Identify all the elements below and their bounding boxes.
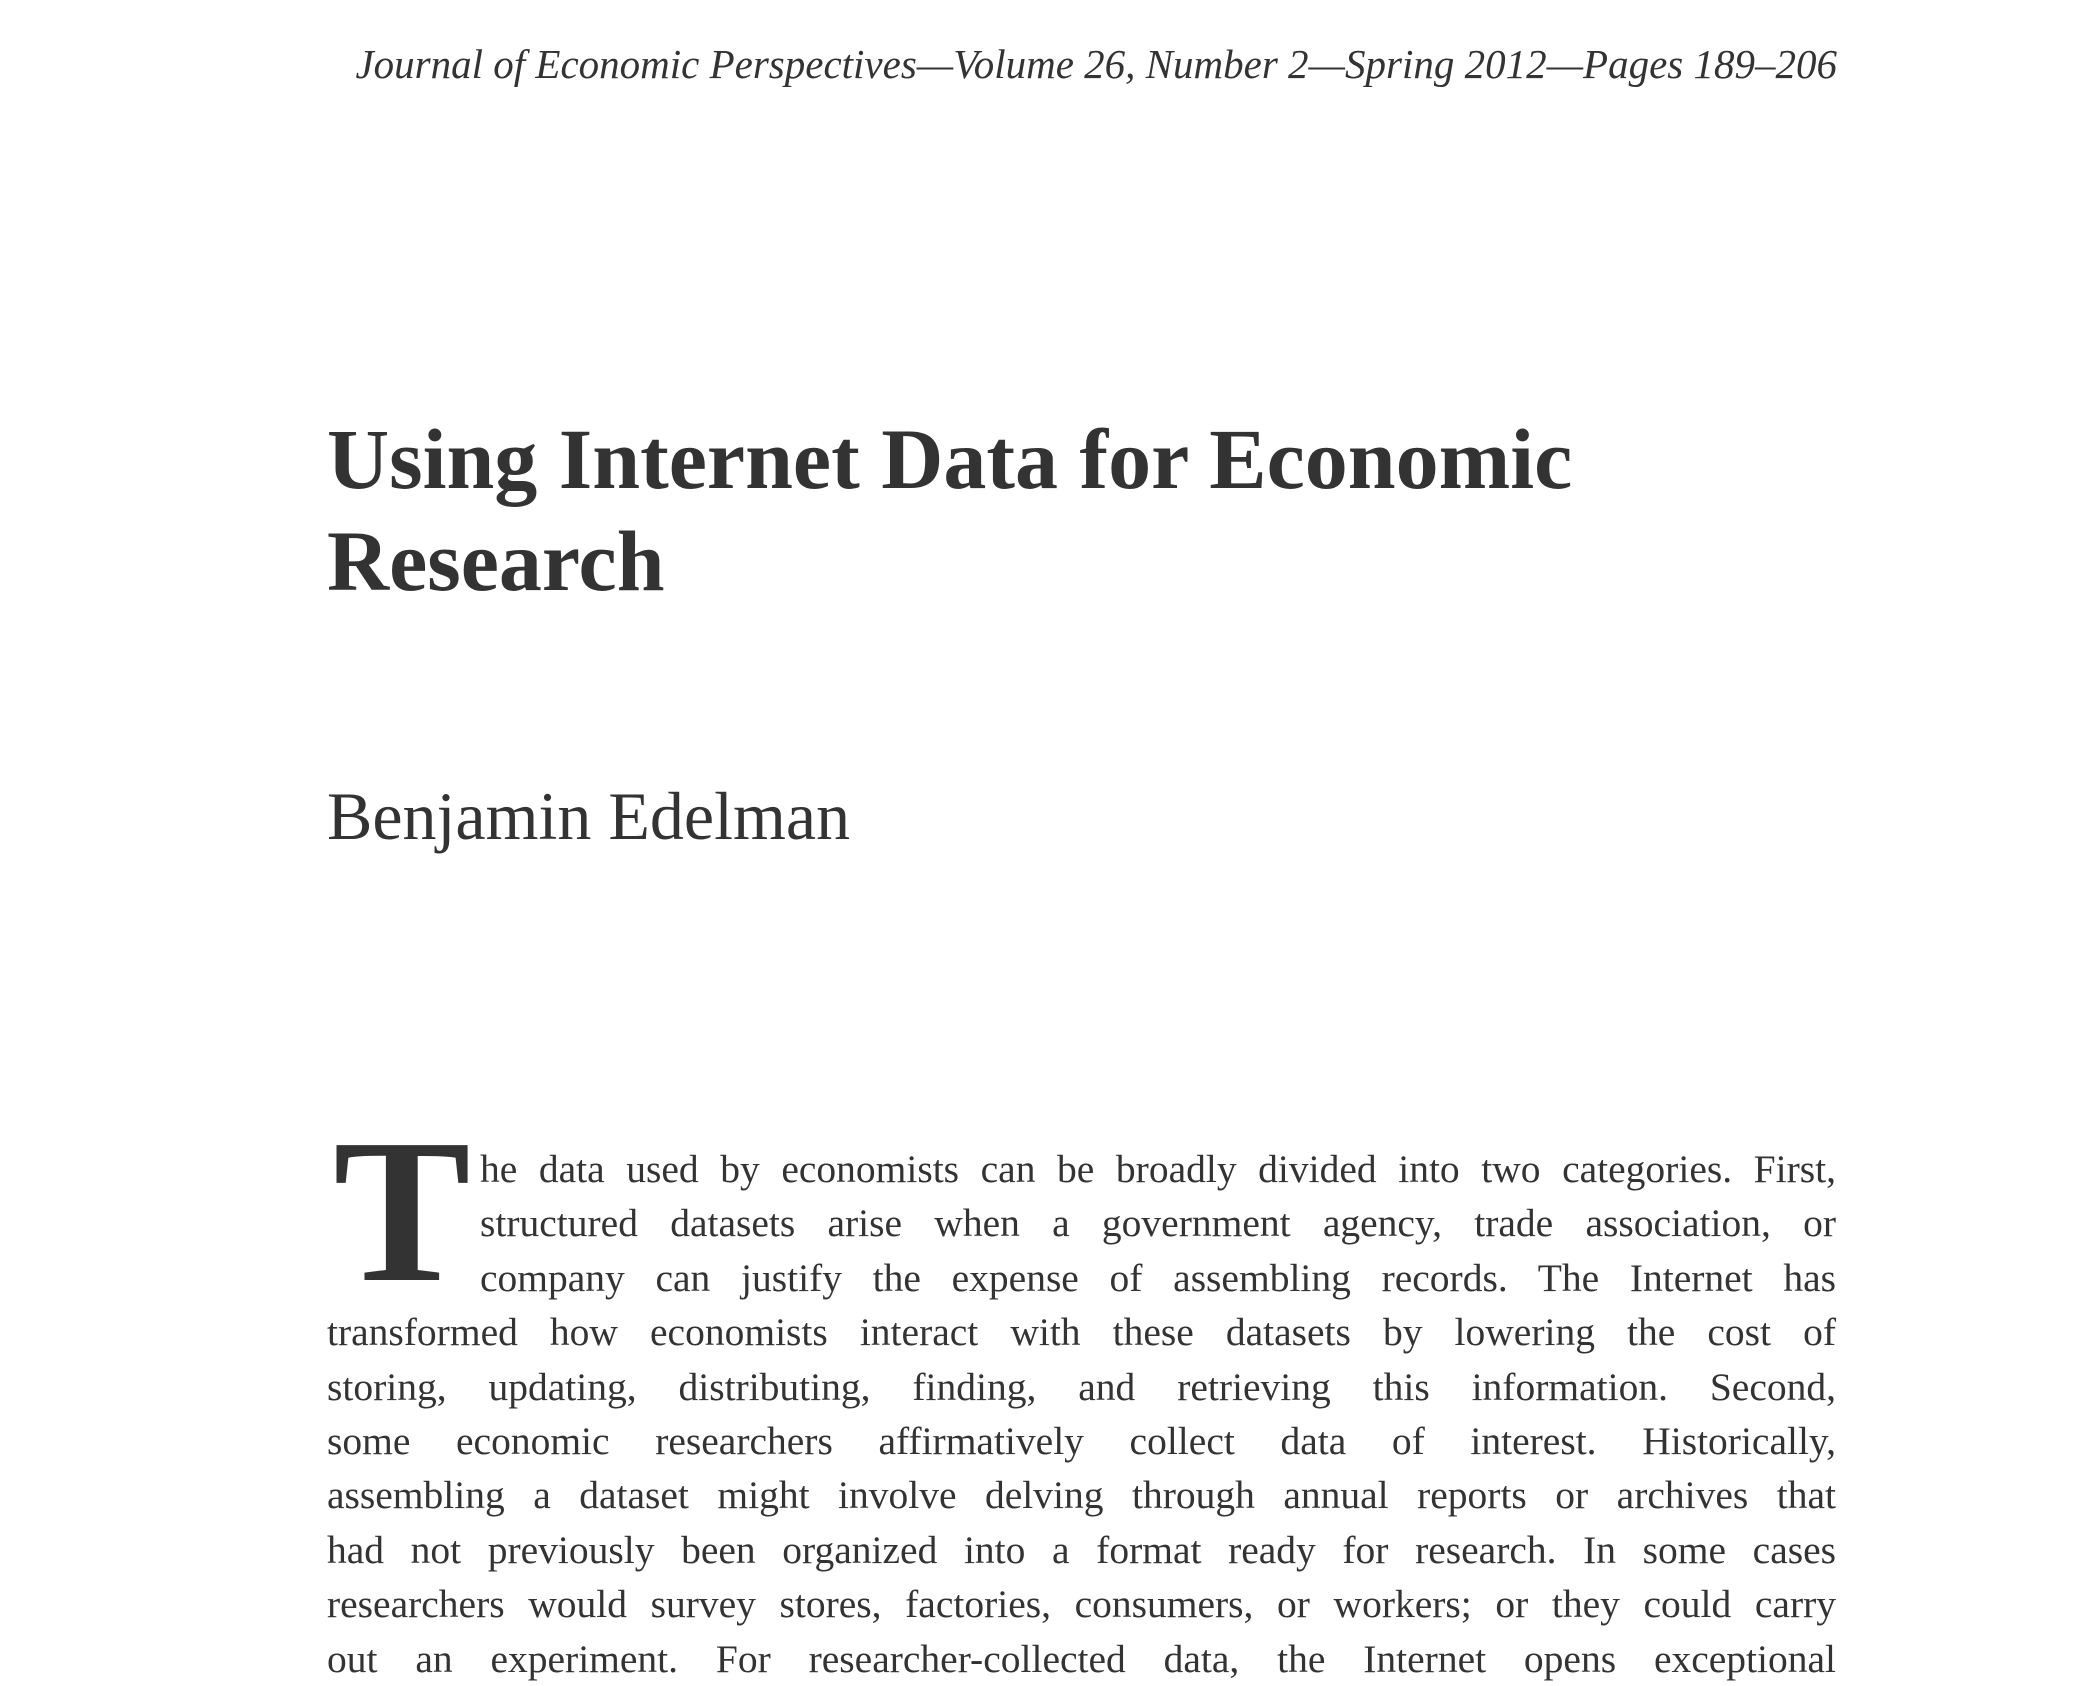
body-line: he data used by economists can be broadl…	[480, 1147, 1836, 1191]
author-name: Benjamin Edelman	[327, 778, 851, 854]
body-line: transformed how economists interact with…	[327, 1310, 1836, 1355]
body-line: assembling a dataset might involve delvi…	[327, 1473, 1836, 1518]
body-line: some economic researchers affirmatively …	[327, 1418, 1836, 1463]
article-title: Using Internet Data for Economic Researc…	[327, 408, 1827, 612]
body-line: company can justify the expense of assem…	[480, 1255, 1836, 1300]
body-line: storing, updating, distributing, finding…	[327, 1364, 1836, 1409]
body-line: structured datasets arise when a governm…	[480, 1201, 1836, 1246]
body-line: had not previously been organized into a…	[327, 1527, 1836, 1572]
body-line: researchers would survey stores, factori…	[327, 1582, 1836, 1627]
body-line: out an experiment. For researcher-collec…	[327, 1636, 1836, 1681]
title-line: Using Internet Data for Economic	[327, 411, 1573, 507]
drop-cap: T	[333, 1096, 471, 1325]
body-paragraph: he data used by economists can be broadl…	[327, 1142, 1836, 1686]
running-head: Journal of Economic Perspectives—Volume …	[355, 41, 1837, 87]
title-line: Research	[327, 513, 665, 609]
